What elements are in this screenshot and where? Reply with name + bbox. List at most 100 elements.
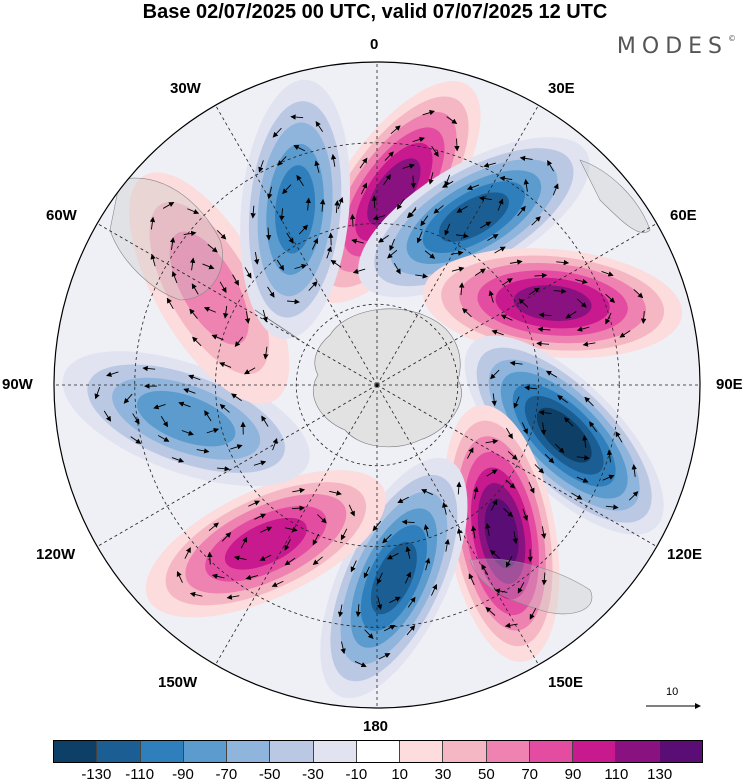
label-120e: 120E (667, 546, 703, 563)
colorbar-tick-label: 90 (564, 766, 582, 783)
wind-arrow (328, 232, 334, 246)
wind-arrow (415, 273, 429, 279)
wind-arrow (454, 138, 460, 152)
wind-arrow (284, 557, 296, 566)
wind-arrow (250, 205, 256, 219)
colorbar-swatch (356, 741, 401, 762)
wind-arrow (219, 281, 227, 293)
wind-arrow (628, 491, 639, 501)
wind-arrow (171, 457, 185, 463)
wind-arrow (188, 374, 201, 381)
wind-arrow (541, 572, 547, 586)
wind-arrow (383, 174, 391, 185)
wind-arrow (234, 336, 244, 348)
wind-arrow (481, 563, 489, 576)
wind-arrow (466, 447, 474, 459)
wind-arrow (540, 526, 547, 539)
wind-arrow (153, 404, 166, 410)
wind-arrow (352, 268, 366, 274)
colorbar-swatch (270, 741, 314, 762)
wind-arrow (471, 525, 477, 539)
wind-arrow (359, 157, 368, 169)
wind-arrow (410, 175, 417, 189)
wind-arrow (397, 496, 410, 503)
wind-arrow (557, 395, 568, 404)
wind-arrow (442, 502, 448, 515)
wind-arrow (187, 208, 200, 215)
wind-arrow (406, 624, 416, 636)
wind-arrow (552, 183, 559, 196)
wind-arrow (518, 298, 529, 308)
wind-arrow (317, 514, 327, 524)
wind-arrow (431, 583, 438, 596)
colorbar-swatch (183, 741, 228, 762)
wind-arrow (285, 526, 298, 533)
wind-arrow (312, 556, 323, 566)
wind-arrow (428, 172, 434, 185)
wind-arrow (308, 281, 318, 291)
wind-arrow (538, 409, 552, 416)
wind-arrow (150, 253, 156, 267)
wind-arrow (230, 444, 243, 450)
label-90e: 90E (716, 376, 743, 393)
wind-arrow (442, 180, 454, 188)
wind-arrow (474, 268, 486, 276)
wind-arrow (248, 500, 261, 507)
wind-arrow (223, 305, 229, 319)
wind-arrow (582, 341, 596, 347)
wind-arrow (431, 145, 439, 157)
wind-arrow (207, 551, 213, 565)
wind-arrow (633, 289, 644, 299)
wind-arrow (486, 469, 498, 477)
wind-arrow (267, 186, 273, 200)
wind-arrow (466, 184, 480, 191)
wind-arrow (312, 533, 320, 546)
wind-arrow (260, 526, 273, 533)
wind-arrow (231, 393, 242, 402)
wind-arrow (211, 334, 224, 341)
wind-arrow (286, 232, 294, 244)
wind-arrow (371, 195, 378, 209)
wind-arrow (176, 570, 183, 583)
wind-arrow (183, 230, 197, 237)
wind-arrow (531, 216, 541, 226)
wind-arrow (545, 370, 558, 378)
wind-arrow (462, 307, 472, 318)
wind-arrow (272, 437, 278, 451)
wind-arrow (584, 396, 594, 407)
wind-arrow (433, 205, 444, 214)
wind-arrow (571, 492, 583, 500)
colorbar-swatch (140, 741, 184, 762)
colorbar-tick-label: 110 (604, 766, 629, 783)
wind-arrow (602, 474, 615, 481)
colorbar-swatch (529, 741, 574, 762)
wind-arrow (378, 235, 389, 243)
wind-arrow (271, 580, 284, 587)
wind-arrow (478, 195, 492, 202)
wind-arrow (521, 422, 528, 435)
wind-arrow (487, 234, 499, 241)
wind-arrow (253, 251, 260, 265)
colorbar-tick-label: -10 (345, 766, 368, 783)
wind-arrow (219, 403, 230, 413)
wind-vectors (94, 110, 647, 668)
wind-arrow (490, 499, 498, 511)
wind-arrow (509, 259, 523, 265)
wind-arrow (189, 257, 196, 271)
wind-arrow (258, 160, 264, 173)
colorbar-ticks: -130 -110 -90 -70 -50 -30 -10 10 30 50 70 90 110 130 (0, 766, 750, 783)
wind-arrow (261, 415, 269, 427)
colorbar-tick-label: -30 (302, 766, 324, 783)
wind-arrow (191, 283, 199, 295)
wind-arrow (589, 421, 598, 432)
wind-arrow (329, 490, 342, 496)
wind-arrow (189, 591, 203, 598)
label-30w: 30W (170, 80, 201, 97)
wind-arrow (217, 466, 230, 472)
wind-arrow (576, 455, 590, 461)
wind-arrow (446, 116, 458, 124)
colorbar-swatch (659, 741, 702, 762)
wind-arrow (485, 522, 491, 536)
colorbar-swatch (313, 741, 357, 762)
